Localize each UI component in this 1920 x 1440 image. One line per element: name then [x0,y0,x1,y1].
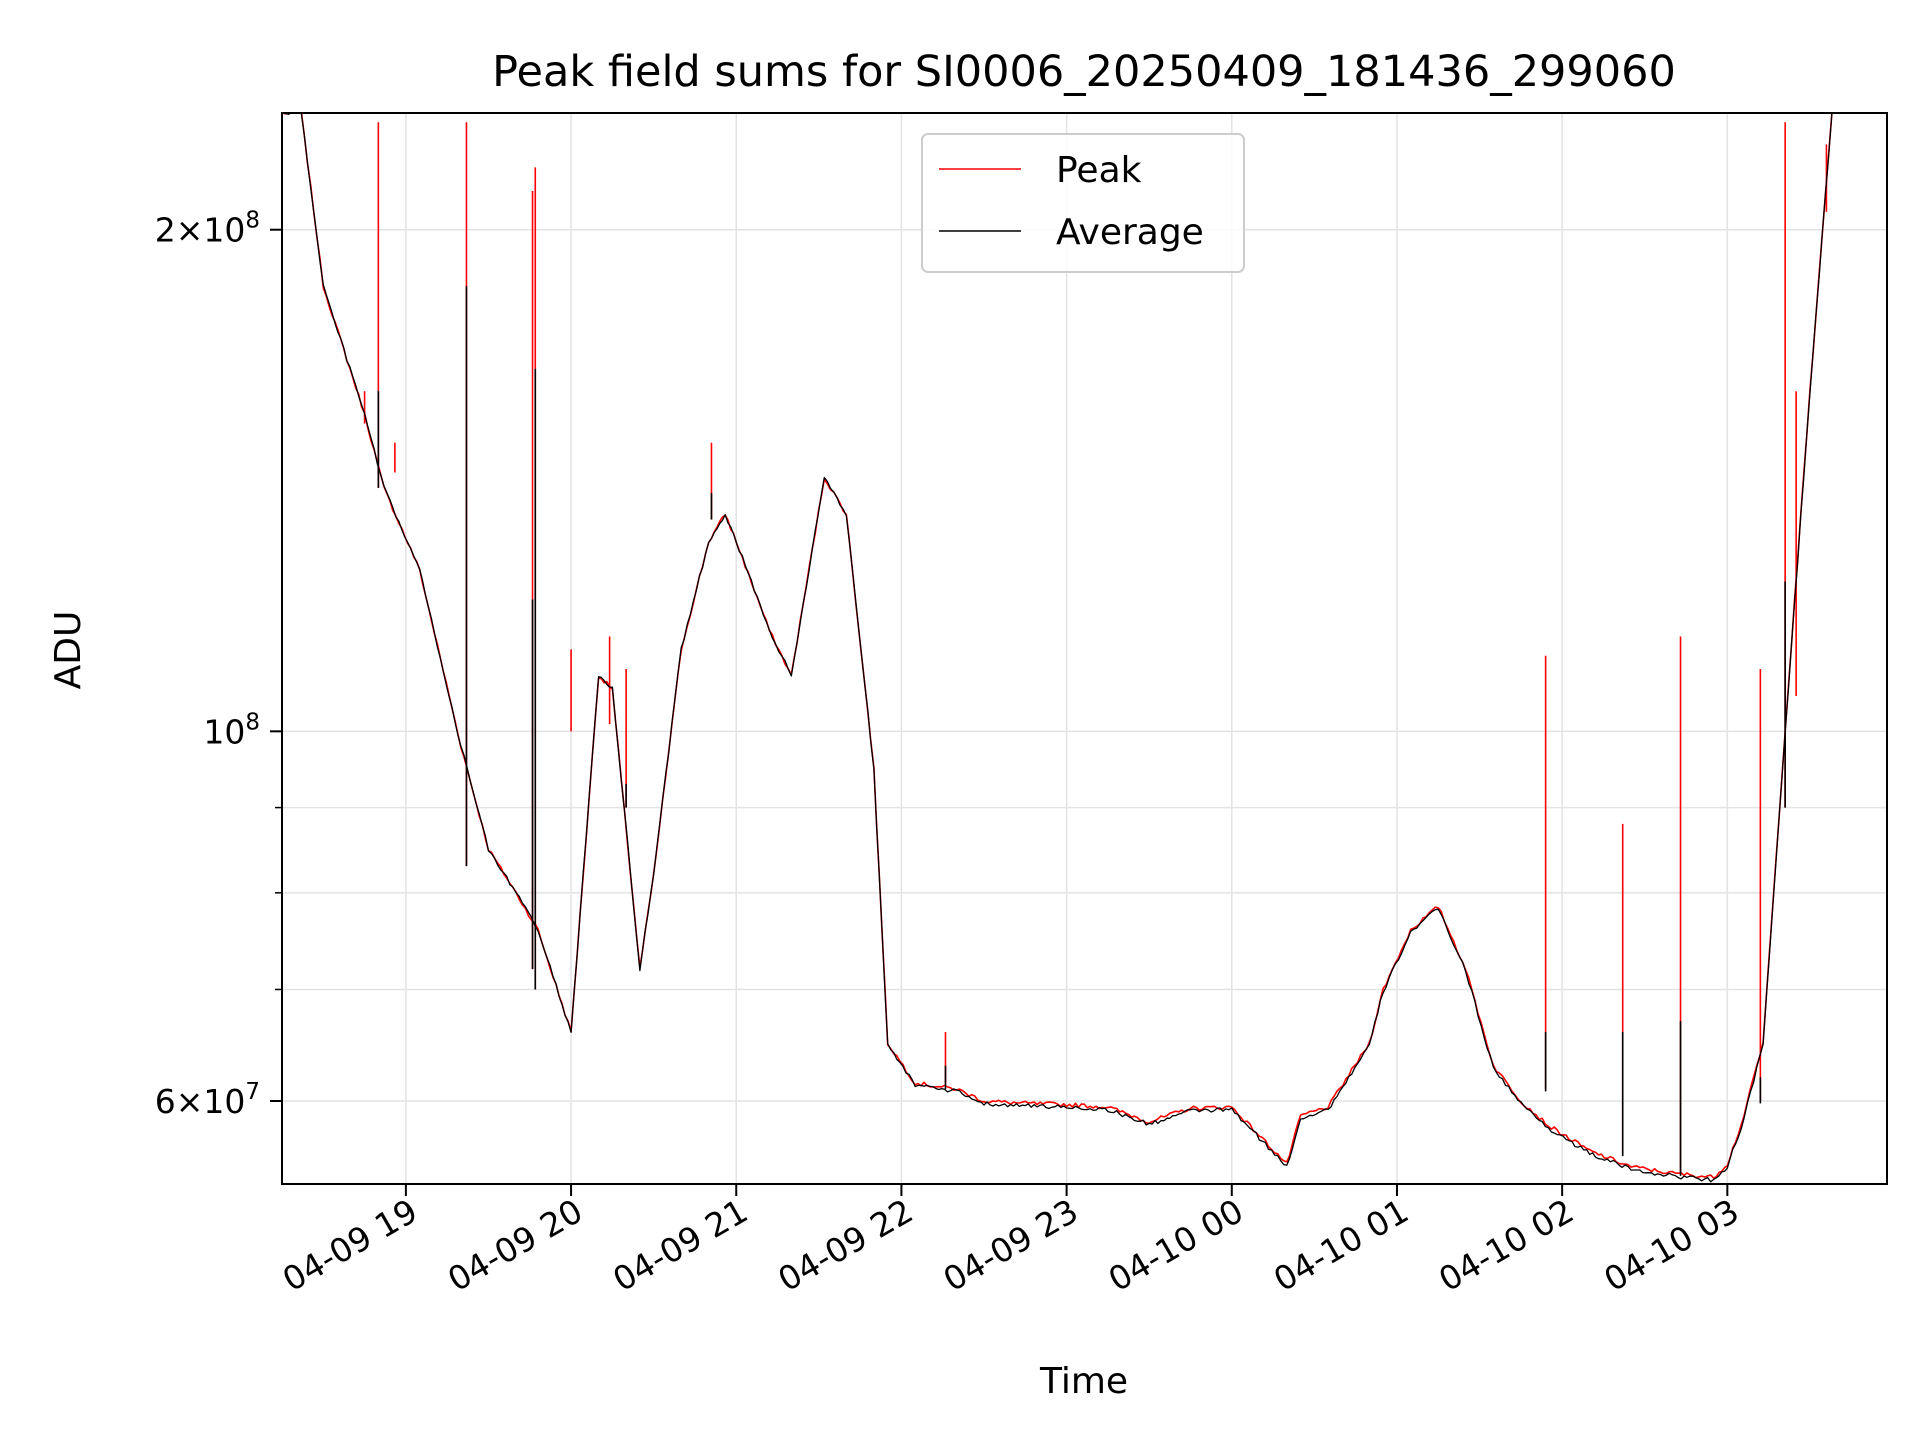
y-tick-label: 108 [203,709,260,751]
series-line-average [282,113,1833,1183]
y-axis: 6×107 108 2×108 [155,208,282,1121]
legend: Peak Average [921,133,1245,273]
plot-frame [281,112,1888,1185]
series-layer [282,113,1833,1183]
legend-label-peak: Peak [1056,150,1142,191]
legend-label-average: Average [1056,212,1204,253]
chart-title: Peak field sums for SI0006_20250409_1814… [492,47,1676,97]
y-tick-label: 2×108 [155,208,260,250]
y-axis-label: ADU [48,611,89,690]
x-axis-label: Time [1039,1361,1128,1402]
grid-lines [282,113,1887,1184]
y-tick-label: 6×107 [155,1079,260,1121]
